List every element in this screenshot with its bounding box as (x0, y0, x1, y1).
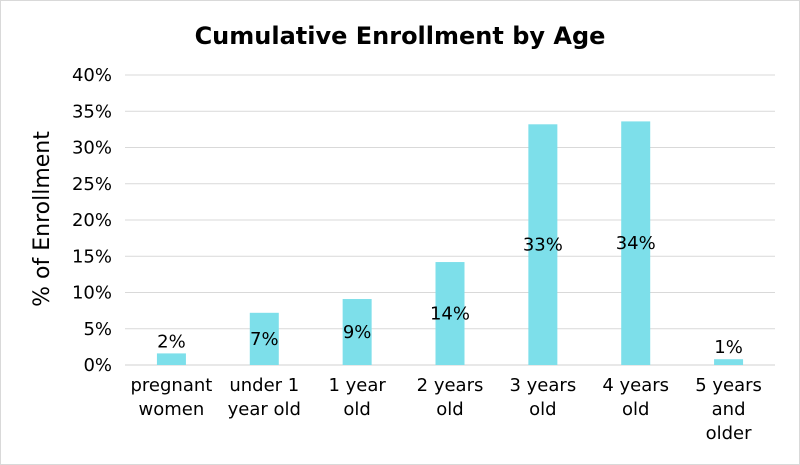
data-label: 33% (523, 235, 563, 256)
data-label: 7% (250, 329, 279, 350)
bar (342, 299, 372, 365)
x-category-label: 1 year old (328, 375, 386, 420)
data-label: 14% (430, 304, 470, 325)
x-category-label: 2 years old (417, 375, 484, 420)
x-category-label: 5 years and older (695, 375, 762, 444)
y-tick-label: 35% (72, 101, 112, 122)
bar (249, 312, 279, 365)
bar (435, 262, 465, 365)
data-label: 34% (616, 233, 656, 254)
y-tick-label: 5% (83, 319, 112, 340)
data-labels: 2% 7% 9% 14% 33% 34% 1% (157, 233, 743, 358)
y-tick-label: 30% (72, 138, 112, 159)
data-label: 9% (343, 322, 372, 343)
chart-title: Cumulative Enrollment by Age (195, 22, 606, 50)
bar (528, 124, 558, 365)
y-tick-label: 10% (72, 283, 112, 304)
gridlines (125, 74, 775, 366)
x-axis-categories: pregnant women under 1 year old 1 year old 2 y… (131, 375, 762, 444)
x-category-label: 3 years old (509, 375, 576, 420)
y-tick-label: 25% (72, 174, 112, 195)
bars (156, 121, 744, 366)
data-label: 2% (157, 331, 186, 352)
y-tick-label: 15% (72, 246, 112, 267)
x-category-label: under 1 year old (228, 375, 301, 420)
y-axis-label: % of Enrollment (30, 131, 55, 307)
y-tick-label: 0% (83, 355, 112, 376)
bar (714, 359, 744, 365)
y-tick-label: 20% (72, 210, 112, 231)
data-label: 1% (714, 337, 743, 358)
bar (621, 121, 651, 366)
x-category-label: 4 years old (602, 375, 669, 420)
y-axis-ticks: 0% 5% 10% 15% 20% 25% 30% 35% 40% (72, 65, 112, 376)
bar (156, 353, 186, 365)
y-tick-label: 40% (72, 65, 112, 86)
x-category-label: pregnant women (131, 375, 213, 420)
